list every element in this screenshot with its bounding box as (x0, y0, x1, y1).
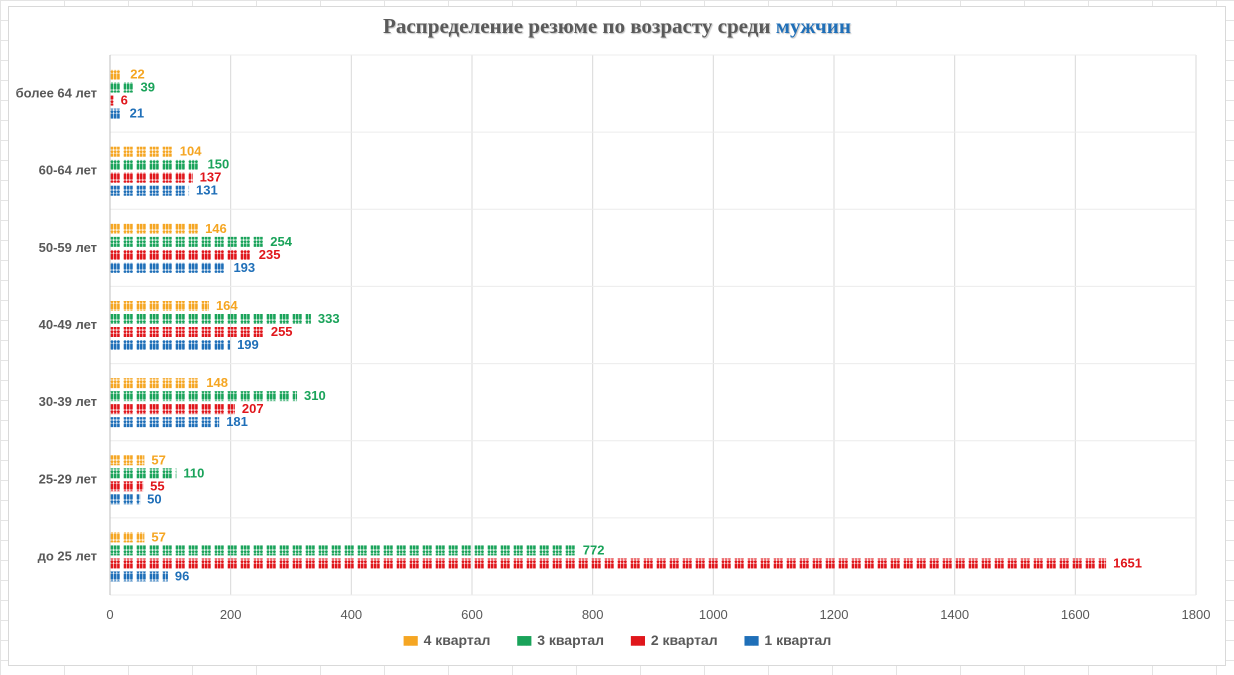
bar-4-квартал[interactable] (110, 378, 200, 389)
data-label: 22 (130, 67, 144, 82)
data-label: 333 (318, 311, 340, 326)
bar-1-квартал[interactable] (110, 571, 168, 582)
bar-2-квартал[interactable] (110, 558, 1107, 569)
x-tick-label: 1000 (699, 607, 728, 622)
x-tick-label: 1400 (940, 607, 969, 622)
x-tick-label: 600 (461, 607, 483, 622)
y-tick-label: 60-64 лет (39, 163, 97, 178)
chart-title: Распределение резюме по возрасту среди м… (0, 14, 1234, 39)
bar-4-квартал[interactable] (110, 532, 145, 543)
data-label: 104 (180, 144, 202, 159)
data-label: 96 (175, 568, 189, 583)
legend-item[interactable]: ▮▮▮ 4 квартал (403, 632, 491, 648)
data-label: 146 (205, 221, 227, 236)
data-label: 6 (121, 93, 128, 108)
bar-4-квартал[interactable] (110, 223, 199, 234)
bar-3-квартал[interactable] (110, 314, 311, 324)
bar-2-квартал[interactable] (110, 95, 114, 106)
data-label: 150 (208, 157, 230, 172)
bar-1-квартал[interactable] (110, 108, 123, 119)
data-label: 39 (141, 80, 155, 95)
bar-2-квартал[interactable] (110, 249, 252, 260)
data-label: 235 (259, 247, 281, 262)
y-tick-label: более 64 лет (16, 86, 97, 101)
bar-1-квартал[interactable] (110, 494, 141, 505)
bar-2-квартал[interactable] (110, 172, 193, 183)
x-tick-label: 800 (582, 607, 604, 622)
x-tick-label: 1600 (1061, 607, 1090, 622)
people-icon: ▮▮▮ (516, 633, 532, 647)
bar-4-квартал[interactable] (110, 455, 145, 466)
data-label: 181 (226, 414, 248, 429)
legend-item[interactable]: ▮▮▮ 1 квартал (744, 632, 832, 648)
bar-3-квартал[interactable] (110, 159, 201, 170)
data-label: 57 (151, 529, 165, 544)
bar-1-квартал[interactable] (110, 417, 220, 428)
legend-label: 1 квартал (764, 632, 832, 648)
x-tick-label: 0 (106, 607, 113, 622)
legend-item[interactable]: ▮▮▮ 2 квартал (630, 632, 718, 648)
bar-3-квартал[interactable] (110, 236, 264, 247)
people-icon: ▮▮▮ (743, 633, 760, 647)
data-label: 772 (583, 542, 605, 557)
bar-3-квартал[interactable] (110, 82, 134, 93)
y-tick-label: 25-29 лет (39, 471, 97, 486)
data-label: 193 (233, 260, 255, 275)
data-label: 1651 (1113, 555, 1142, 570)
people-icon: ▮▮▮ (630, 633, 646, 647)
y-tick-label: 50-59 лет (39, 240, 97, 255)
legend-label: 4 квартал (423, 632, 491, 648)
legend-label: 2 квартал (650, 632, 718, 648)
bar-4-квартал[interactable] (110, 301, 209, 311)
chart-legend: ▮▮▮ 4 квартал ▮▮▮ 3 квартал ▮▮▮ 2 квартал ▮▮▮ 1… (0, 632, 1234, 648)
bar-2-квартал[interactable] (110, 404, 235, 415)
bar-2-квартал[interactable] (110, 481, 144, 492)
bar-4-квартал[interactable] (110, 146, 173, 157)
chart-title-accent: мужчин (775, 14, 851, 38)
legend-label: 3 квартал (537, 632, 604, 648)
bar-3-квартал[interactable] (110, 545, 576, 556)
bar-1-квартал[interactable] (110, 185, 190, 196)
data-label: 21 (130, 106, 144, 121)
y-tick-label: 30-39 лет (39, 394, 97, 409)
data-label: 50 (147, 491, 161, 506)
data-label: 255 (271, 324, 293, 339)
data-label: 148 (206, 375, 228, 390)
data-label: 55 (150, 478, 164, 493)
y-tick-label: до 25 лет (38, 548, 97, 563)
x-tick-label: 1800 (1182, 607, 1211, 622)
data-label: 110 (183, 465, 204, 480)
y-tick-label: 40-49 лет (39, 317, 97, 332)
chart-title-text: Распределение резюме по возрасту среди (383, 14, 771, 38)
people-icon: ▮▮▮ (402, 633, 419, 647)
bar-3-квартал[interactable] (110, 468, 177, 479)
data-label: 199 (237, 337, 259, 352)
data-label: 310 (304, 388, 326, 403)
data-label: 254 (270, 234, 292, 249)
x-tick-label: 400 (340, 607, 362, 622)
data-label: 57 (151, 452, 165, 467)
bar-2-квартал[interactable] (110, 327, 264, 337)
data-label: 164 (216, 298, 238, 313)
data-label: 131 (196, 183, 218, 198)
x-tick-label: 1200 (820, 607, 849, 622)
bar-4-квартал[interactable] (110, 69, 124, 80)
data-label: 137 (200, 170, 222, 185)
x-tick-label: 200 (220, 607, 242, 622)
bar-1-квартал[interactable] (110, 262, 227, 273)
bar-3-квартал[interactable] (110, 391, 298, 402)
data-label: 207 (242, 401, 264, 416)
legend-item[interactable]: ▮▮▮ 3 квартал (516, 632, 604, 648)
bar-1-квартал[interactable] (110, 340, 231, 350)
